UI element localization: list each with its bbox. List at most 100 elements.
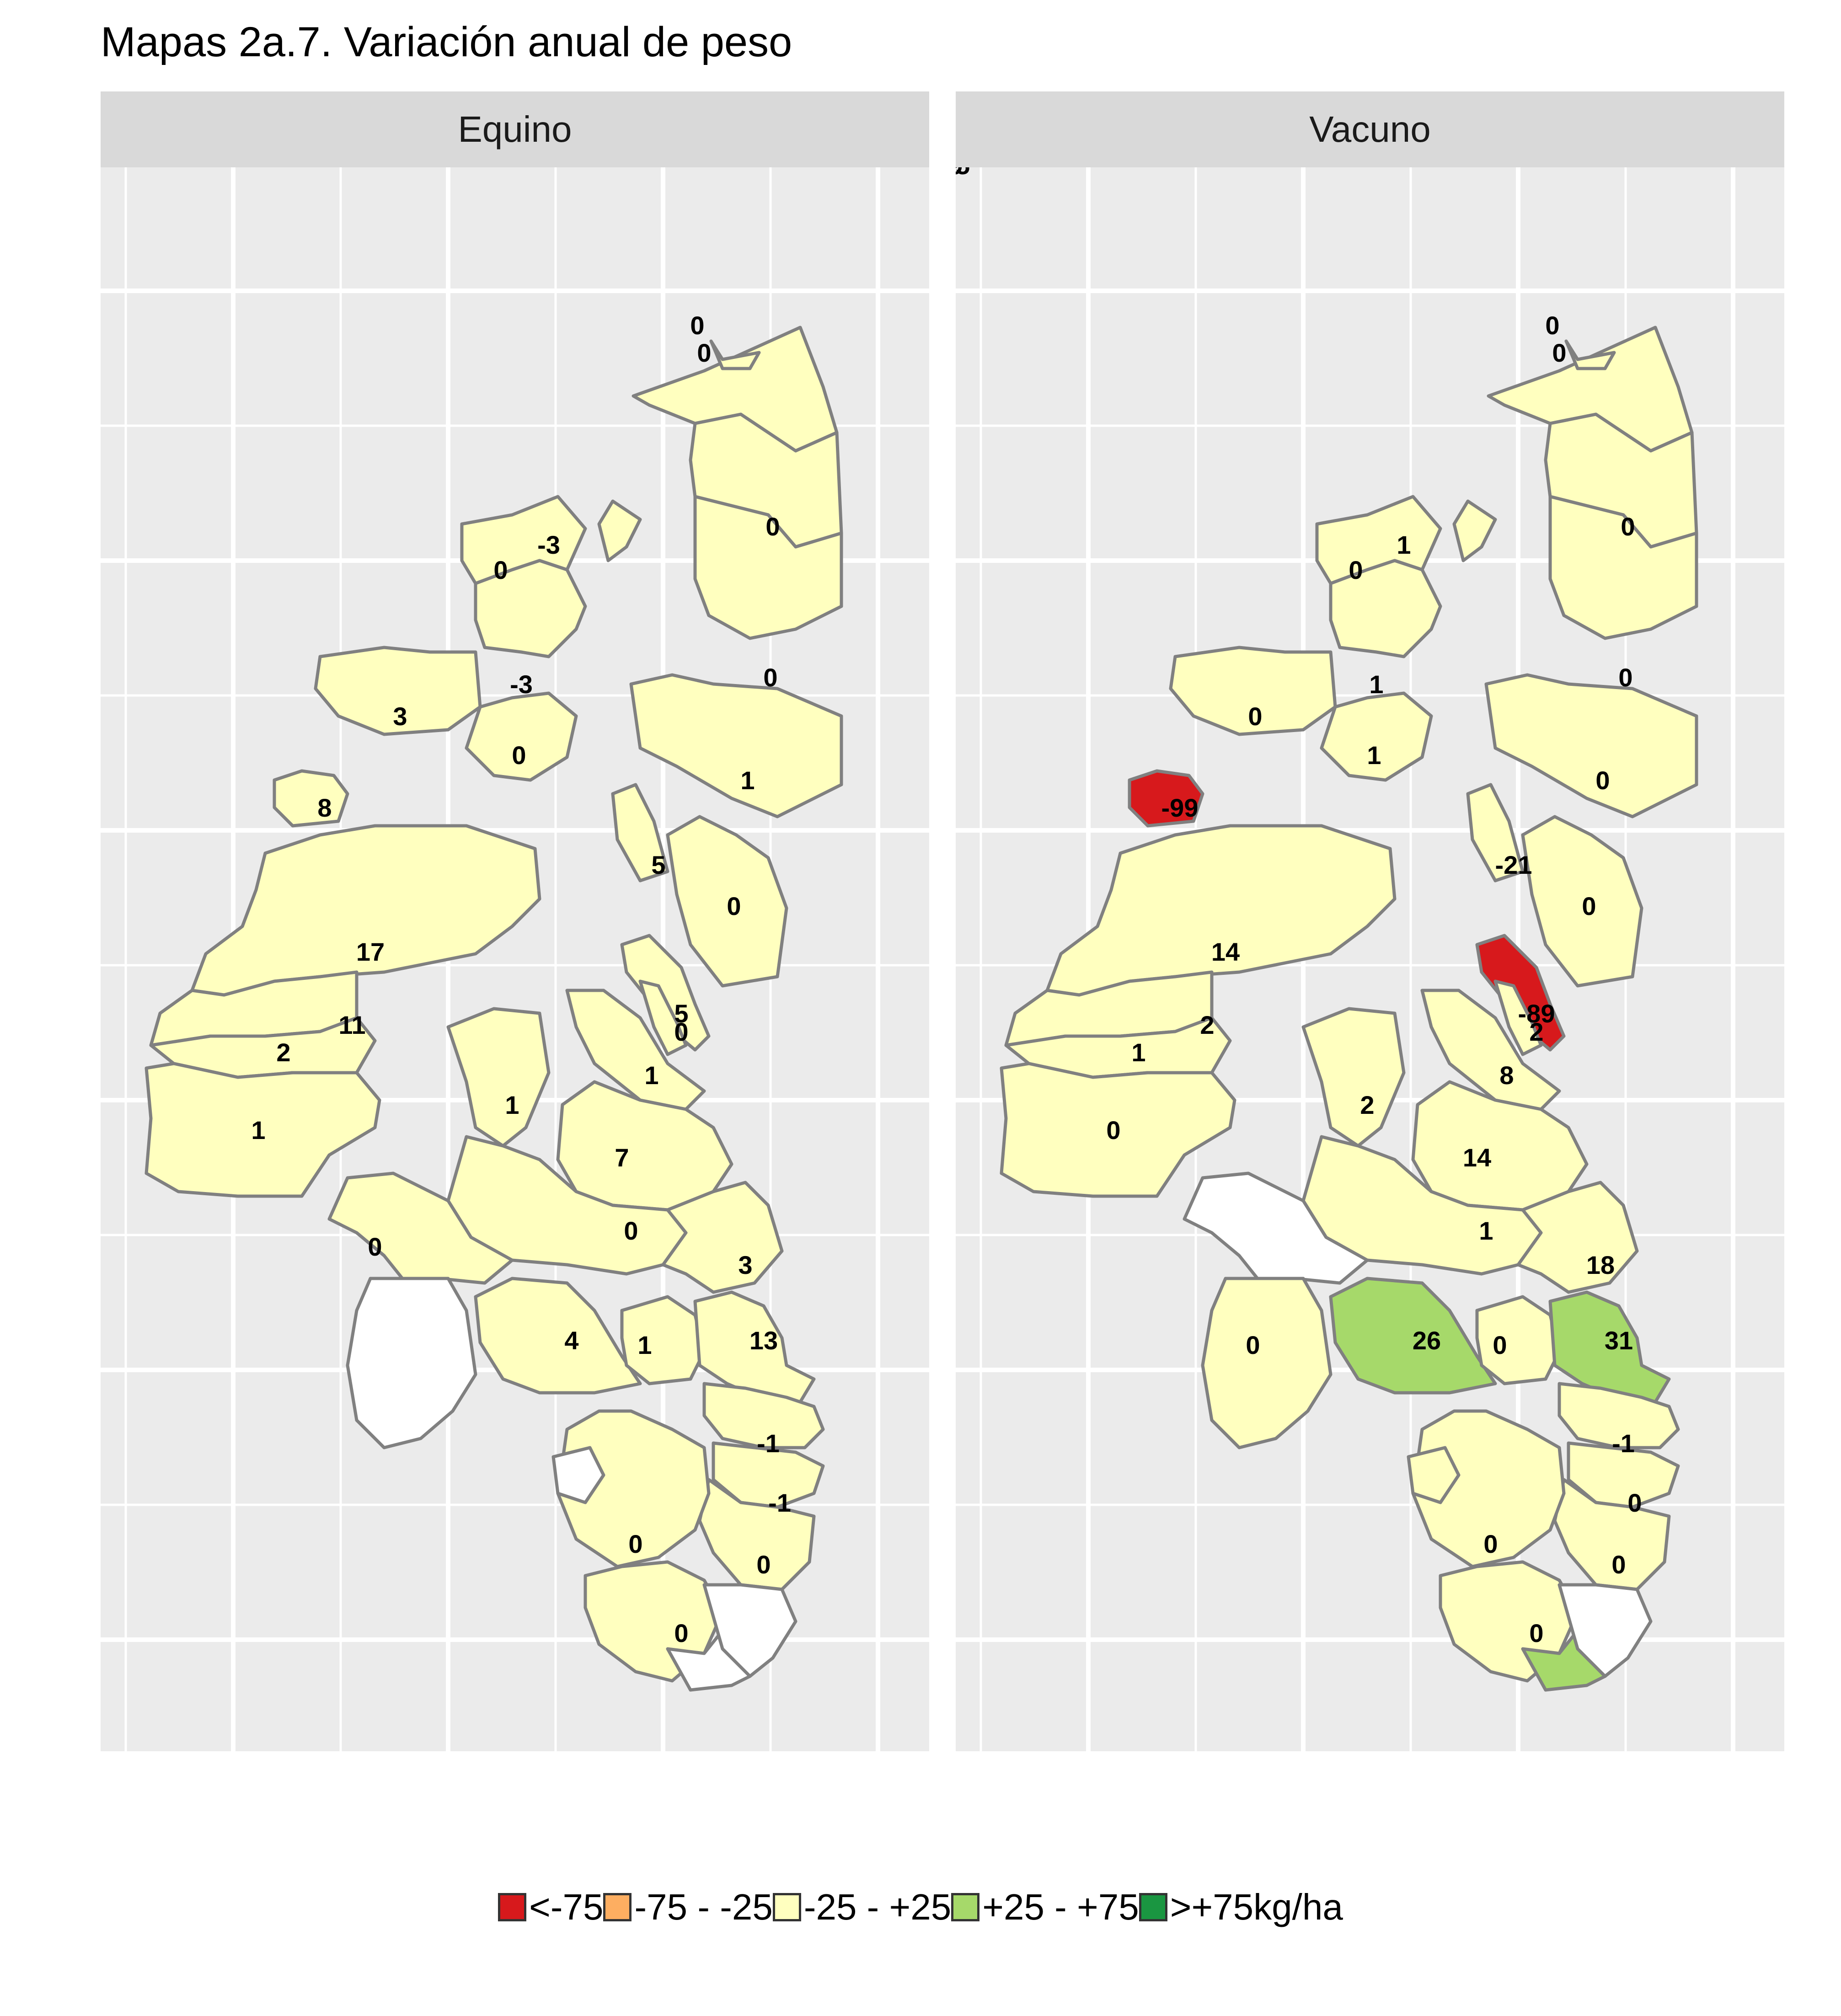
region-value-label: 2 xyxy=(1200,1011,1214,1039)
region-r02 xyxy=(709,339,761,370)
region-r28 xyxy=(620,1295,706,1385)
region-value-label: 5 xyxy=(674,999,688,1028)
region-value-label: 14 xyxy=(1211,937,1240,966)
region-value-label: 0 xyxy=(1621,512,1635,541)
region-value-label: -3 xyxy=(510,670,533,699)
region-value-label: 9 xyxy=(956,167,963,180)
region-value-label: 0 xyxy=(1248,702,1262,731)
region-value-label: 26 xyxy=(1413,1326,1441,1355)
region-r08 xyxy=(314,646,482,736)
region-r37 xyxy=(1557,1583,1653,1678)
legend-swatch xyxy=(951,1893,980,1921)
region-r13 xyxy=(666,815,788,988)
region-r29 xyxy=(1548,1290,1671,1404)
region-r37 xyxy=(702,1583,797,1678)
region-value-label: 14 xyxy=(1463,1143,1491,1172)
region-r25 xyxy=(1183,1171,1369,1285)
region-value-label: 0 xyxy=(690,311,704,340)
region-r12 xyxy=(611,783,669,882)
region-value-label: 8 xyxy=(1499,1061,1514,1090)
region-value-label: 0 xyxy=(368,1232,382,1261)
region-value-label: 0 xyxy=(765,512,780,541)
region-value-label: 13 xyxy=(749,1326,778,1355)
region-value-label: 0 xyxy=(1611,1550,1626,1579)
region-value-label: 7 xyxy=(615,1143,629,1172)
legend-label: +25 - +75 xyxy=(982,1887,1139,1927)
region-value-label: 1 xyxy=(637,1331,652,1359)
region-r13 xyxy=(1521,815,1643,988)
region-value-label: 1 xyxy=(505,1091,519,1119)
region-value-label: 0 xyxy=(1349,556,1363,584)
region-r06 xyxy=(474,559,587,658)
panel-equino: Equino 0 0 0 -3 0 -3 0 3 0 1 8 5 0 17 5 0 11 2 1 1 1 7 0 3 0 4 1 13… xyxy=(101,91,929,1751)
region-value-label: -89 xyxy=(1518,999,1555,1028)
region-value-label: 1 xyxy=(1479,1216,1493,1245)
region-r31 xyxy=(712,1441,825,1509)
legend: <-75 -75 - -25 -25 - +25 +25 - +75 >+75k… xyxy=(0,1886,1841,1928)
region-r19 xyxy=(1000,1062,1236,1198)
legend-swatch xyxy=(772,1893,801,1921)
region-value-label: 0 xyxy=(628,1529,642,1558)
region-value-label: 1 xyxy=(644,1061,658,1090)
region-r33 xyxy=(1411,1409,1566,1568)
legend-label: <-75 xyxy=(529,1887,604,1927)
region-value-label: 0 xyxy=(1246,1331,1260,1359)
region-value-label: 45 xyxy=(956,167,970,180)
region-value-label: -21 xyxy=(1495,850,1532,879)
region-r15 xyxy=(1475,934,1566,1052)
legend-label: >+75kg/ha xyxy=(1170,1887,1343,1927)
region-r24 xyxy=(661,1181,784,1294)
region-value-label: 2 xyxy=(276,1038,290,1067)
legend-item: <-75 xyxy=(498,1886,603,1928)
region-r16 xyxy=(1493,979,1543,1056)
region-value-label: 0 xyxy=(1493,1331,1507,1359)
region-r24 xyxy=(1516,1181,1639,1294)
region-r32 xyxy=(698,1478,816,1591)
region-value-label: 0 xyxy=(1529,1619,1543,1647)
region-value-label: 17 xyxy=(356,937,385,966)
region-r19 xyxy=(144,1062,381,1198)
region-r27 xyxy=(1329,1277,1497,1395)
region-r30 xyxy=(702,1382,825,1449)
legend-label: -25 - +25 xyxy=(803,1887,952,1927)
legend-swatch xyxy=(1139,1893,1167,1921)
region-value-label: 0 xyxy=(674,1017,688,1046)
region-value-label: 0 xyxy=(763,663,777,692)
region-value-label: 4 xyxy=(564,1326,578,1355)
region-r25 xyxy=(327,1171,514,1285)
region-value-label: 0 xyxy=(493,556,508,584)
region-value-label: 0 xyxy=(512,741,526,770)
regions-layer xyxy=(144,326,843,1692)
region-value-label: 0 xyxy=(1627,1488,1642,1517)
region-r15 xyxy=(620,934,711,1052)
region-r20 xyxy=(1301,1007,1406,1148)
region-r26 xyxy=(346,1277,477,1449)
region-value-label: 0 xyxy=(1552,338,1566,367)
region-value-label: -1 xyxy=(1612,1429,1635,1458)
region-r35 xyxy=(551,1446,605,1504)
region-value-label: 0 xyxy=(1545,311,1559,340)
region-r26 xyxy=(1201,1277,1333,1449)
region-value-label: 8 xyxy=(317,793,332,822)
region-value-label: 0 xyxy=(1106,1116,1120,1144)
region-r16 xyxy=(638,979,688,1056)
region-r06 xyxy=(1329,559,1442,658)
region-value-label: 1 xyxy=(1131,1038,1145,1067)
region-r21 xyxy=(1420,989,1561,1111)
legend-label: -75 - -25 xyxy=(634,1887,773,1927)
region-value-label: -99 xyxy=(1161,793,1199,822)
region-r28 xyxy=(1475,1295,1561,1385)
region-r14 xyxy=(190,824,541,997)
region-r22 xyxy=(556,1080,733,1212)
region-r20 xyxy=(446,1007,551,1148)
regions-layer xyxy=(1000,326,1698,1692)
region-r08 xyxy=(1169,646,1337,736)
region-value-label: 2 xyxy=(1360,1091,1374,1119)
region-r35 xyxy=(1407,1446,1461,1504)
region-value-label: 2 xyxy=(1529,1017,1543,1046)
region-value-label: 0 xyxy=(674,1619,688,1647)
panel-strip-label: Equino xyxy=(101,91,929,167)
region-r09 xyxy=(1320,691,1433,782)
